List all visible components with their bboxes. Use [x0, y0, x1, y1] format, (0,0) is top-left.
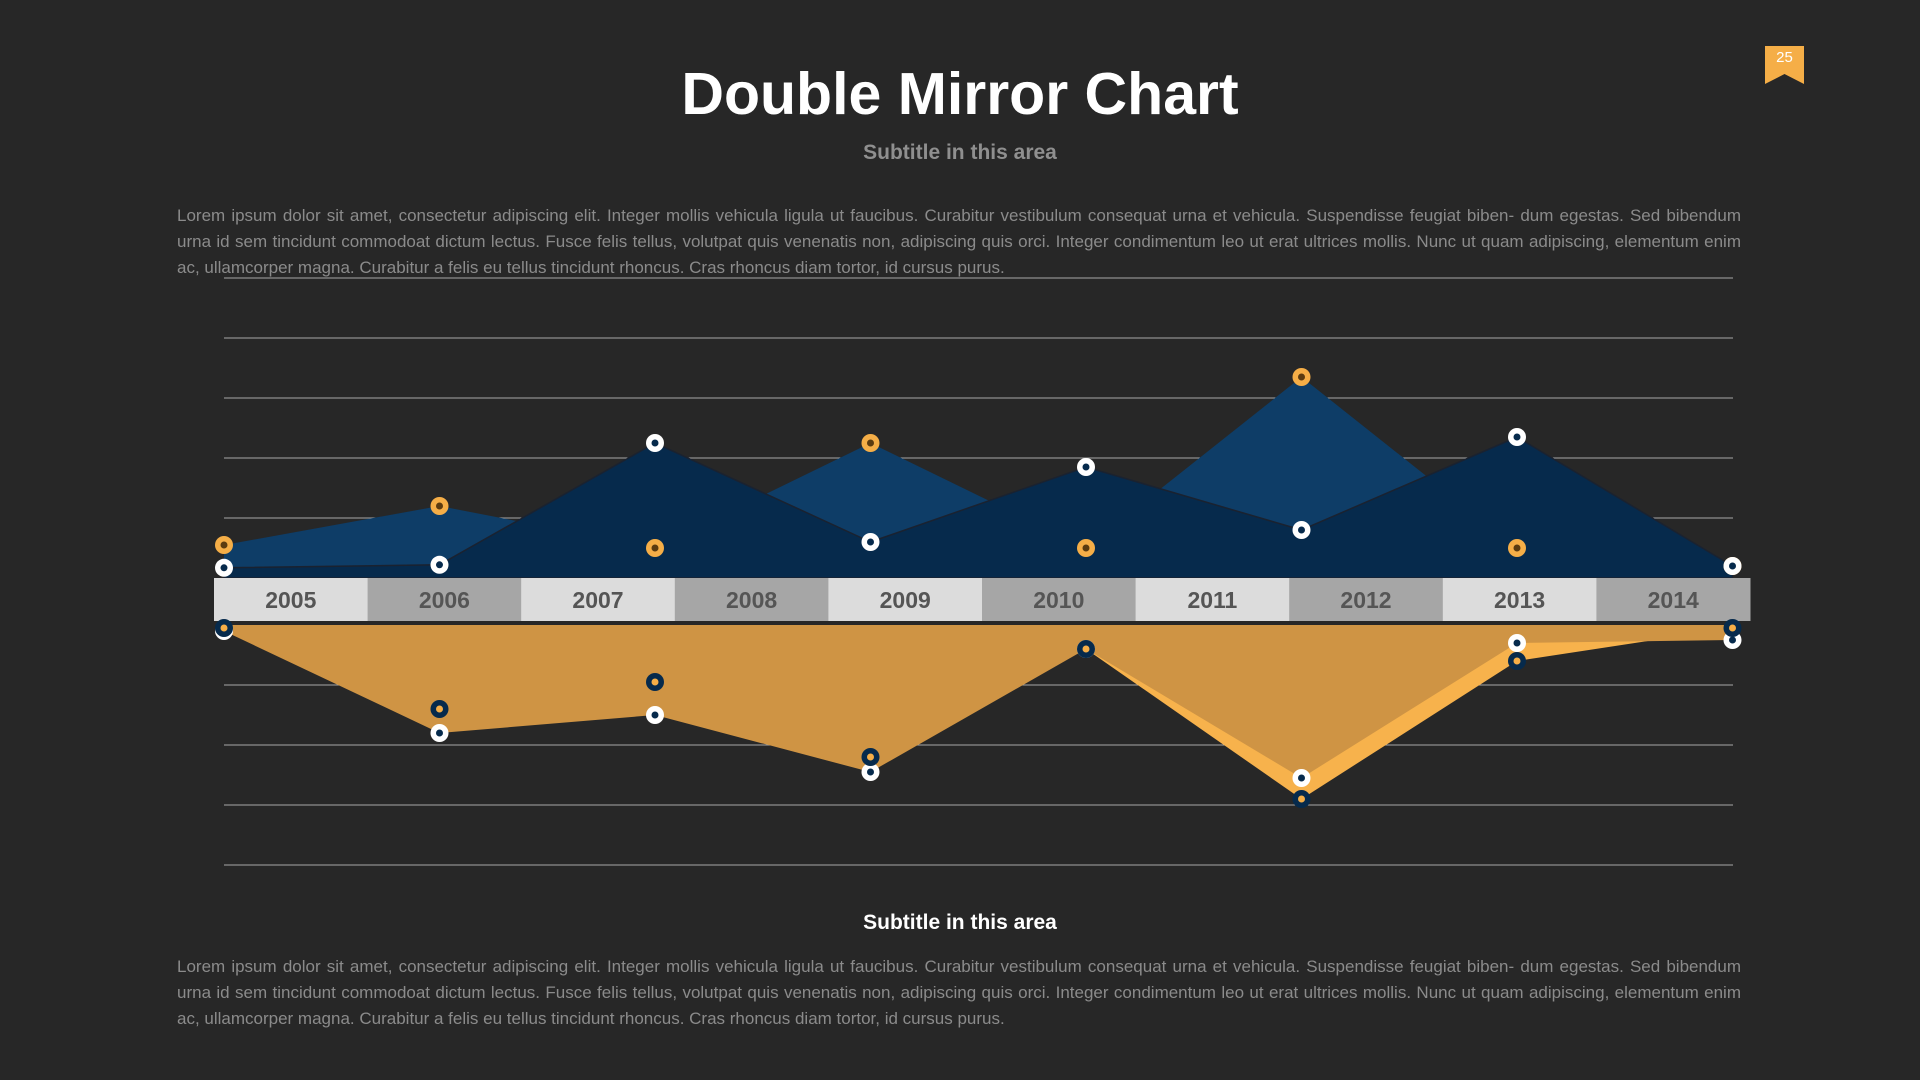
data-point-dot [436, 502, 443, 510]
footer-subtitle: Subtitle in this area [863, 911, 1057, 934]
data-point-dot [1298, 526, 1305, 534]
data-point-dot [1513, 657, 1521, 665]
data-point-dot [1513, 433, 1521, 441]
data-point-dot [1729, 624, 1736, 632]
data-point-dot [1513, 544, 1521, 552]
data-point-dot [651, 544, 659, 552]
data-point-dot [1298, 373, 1305, 381]
data-point-dot [220, 541, 228, 549]
markers [215, 368, 1742, 808]
data-point-dot [867, 439, 874, 447]
page-title: Double Mirror Chart [681, 61, 1239, 127]
year-label: 2008 [726, 587, 777, 613]
year-label: 2011 [1187, 587, 1237, 613]
page-number: 25 [1776, 49, 1793, 66]
year-label: 2012 [1340, 587, 1391, 613]
data-point-dot [1082, 645, 1090, 653]
data-point-dot [436, 705, 443, 713]
data-point-dot [1729, 562, 1736, 570]
year-cell [982, 578, 1137, 621]
year-cell [674, 578, 829, 621]
data-point-dot [436, 561, 443, 569]
bookmark-icon [1765, 46, 1804, 84]
top-areas [223, 377, 1734, 579]
year-cell [1289, 578, 1444, 621]
data-point-dot [1298, 774, 1305, 782]
bottom-area-series-a [224, 625, 1733, 778]
bottom-areas [224, 625, 1733, 799]
data-point-dot [867, 768, 874, 776]
data-point-dot [220, 564, 228, 572]
data-point-dot [436, 729, 443, 737]
data-point-dot [1082, 544, 1090, 552]
data-point-dot [651, 678, 659, 686]
year-label: 2005 [265, 587, 316, 613]
data-point-dot [867, 538, 874, 546]
data-point-dot [1513, 639, 1521, 647]
data-point-dot [220, 624, 228, 632]
intro-paragraph: Lorem ipsum dolor sit amet, consectetur … [177, 206, 1741, 277]
year-cell [1596, 578, 1751, 621]
year-cell [367, 578, 522, 621]
year-cell [214, 578, 369, 621]
data-point-dot [651, 439, 659, 447]
year-label: 2006 [419, 587, 470, 613]
data-point-dot [867, 753, 874, 761]
year-cell [1135, 578, 1290, 621]
year-cell [521, 578, 676, 621]
year-label: 2013 [1494, 587, 1545, 613]
year-label: 2014 [1648, 587, 1699, 613]
year-label: 2010 [1033, 587, 1084, 613]
year-label: 2009 [880, 587, 931, 613]
year-cell [1442, 578, 1597, 621]
year-band: 2005 2006 2007 2008 2009 2010 2011 2012 2013 2014 [214, 578, 1751, 621]
data-point-dot [651, 711, 659, 719]
year-label: 2007 [572, 587, 623, 613]
data-point-dot [1082, 463, 1090, 471]
page-subtitle: Subtitle in this area [863, 141, 1057, 164]
footer-paragraph: Lorem ipsum dolor sit amet, consectetur … [177, 957, 1741, 1028]
data-point-dot [1298, 795, 1305, 803]
year-cell [828, 578, 983, 621]
data-point-dot [1729, 636, 1736, 644]
